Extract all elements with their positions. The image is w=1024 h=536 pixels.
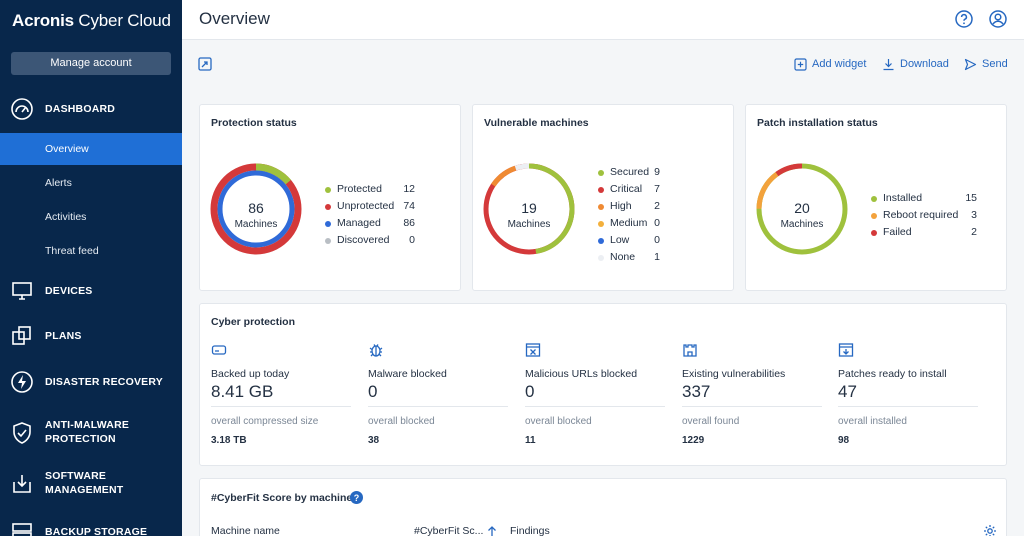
dashboard-gauge-icon xyxy=(11,98,33,120)
legend-item[interactable]: High 2 xyxy=(598,198,660,215)
expand-icon[interactable] xyxy=(198,57,212,71)
software-download-icon xyxy=(13,475,31,493)
patch-status-widget: Patch installation status 20 Machines In… xyxy=(745,104,1007,291)
legend-item[interactable]: Critical 7 xyxy=(598,181,660,198)
patch-status-center: 20 Machines xyxy=(780,200,824,230)
download-icon xyxy=(883,58,894,70)
nav-devices-label: DEVICES xyxy=(45,285,93,297)
svg-text:?: ? xyxy=(354,493,360,503)
patch-status-donut xyxy=(756,163,848,255)
main-content: Overview Add widget Download Send Protec… xyxy=(182,0,1024,536)
vulnerable-machines-title: Vulnerable machines xyxy=(484,117,589,129)
sidebar-item-activities[interactable]: Activities xyxy=(45,211,87,223)
nav-plans-label: PLANS xyxy=(45,330,82,342)
col-cyberfit-score[interactable]: #CyberFit Sc... xyxy=(414,525,484,536)
metric-backed-up-today: Backed up today 8.41 GB overall compress… xyxy=(211,342,351,446)
nav-anti-malware[interactable]: ANTI-MALWARE PROTECTION xyxy=(0,418,182,446)
legend-item[interactable]: Low 0 xyxy=(598,232,660,249)
blocked-url-icon xyxy=(525,343,541,357)
protection-status-center: 86 Machines xyxy=(234,200,278,230)
metric-patches-ready: Patches ready to install 47 overall inst… xyxy=(838,342,978,446)
patch-status-title: Patch installation status xyxy=(757,117,878,129)
protection-status-title: Protection status xyxy=(211,117,297,129)
page-title: Overview xyxy=(199,9,270,28)
vulnerable-machines-legend: Secured 9 Critical 7 High 2 Medium 0 Low 0 No… xyxy=(598,164,660,266)
nav-anti-malware-label: ANTI-MALWARE PROTECTION xyxy=(45,419,130,445)
shield-icon xyxy=(13,422,31,444)
nav-devices[interactable]: DEVICES xyxy=(0,279,182,303)
sidebar-item-overview[interactable]: Overview xyxy=(0,133,182,165)
sidebar: Acronis Cyber Cloud Manage account DASHB… xyxy=(0,0,182,536)
storage-icon xyxy=(12,523,32,536)
protection-status-legend: Protected 12 Unprotected 74 Managed 86 Disc… xyxy=(325,181,415,249)
sort-ascending-icon[interactable] xyxy=(487,526,497,536)
monitor-icon xyxy=(12,282,32,300)
col-findings[interactable]: Findings xyxy=(510,525,550,536)
nav-software-management-label: SOFTWARE MANAGEMENT xyxy=(45,470,124,496)
col-machine-name[interactable]: Machine name xyxy=(211,525,280,536)
protection-status-donut xyxy=(210,163,302,255)
backup-drive-icon xyxy=(211,345,227,355)
add-widget-button[interactable]: Add widget xyxy=(794,54,866,74)
nav-backup-storage-label: BACKUP STORAGE xyxy=(45,526,148,536)
plans-icon xyxy=(12,326,31,345)
vulnerable-machines-center: 19 Machines xyxy=(507,200,551,230)
legend-item[interactable]: Secured 9 xyxy=(598,164,660,181)
legend-item[interactable]: Protected 12 xyxy=(325,181,415,198)
legend-item[interactable]: Failed 2 xyxy=(871,224,977,241)
gear-icon[interactable] xyxy=(983,524,997,536)
legend-item[interactable]: Unprotected 74 xyxy=(325,198,415,215)
nav-dashboard-label: DASHBOARD xyxy=(45,103,116,115)
brand-logo[interactable]: Acronis Cyber Cloud xyxy=(12,11,171,30)
nav-plans[interactable]: PLANS xyxy=(0,324,182,348)
metric-malware-blocked: Malware blocked 0 overall blocked 38 xyxy=(368,342,508,446)
protection-status-widget: Protection status 86 Machines Protected 1… xyxy=(199,104,461,291)
nav-disaster-recovery-label: DISASTER RECOVERY xyxy=(45,376,163,388)
vulnerable-machines-widget: Vulnerable machines 19 Machines Secured 9… xyxy=(472,104,734,291)
info-icon[interactable]: ? xyxy=(350,491,363,504)
add-widget-icon xyxy=(794,57,807,71)
legend-item[interactable]: Managed 86 xyxy=(325,215,415,232)
cyber-protection-widget: Cyber protection Backed up today 8.41 GB… xyxy=(199,303,1007,466)
metric-existing-vulnerabilities: Existing vulnerabilities 337 overall fou… xyxy=(682,342,822,446)
download-button[interactable]: Download xyxy=(882,54,949,74)
patch-download-icon xyxy=(838,343,854,357)
cyber-protection-title: Cyber protection xyxy=(211,316,296,328)
legend-item[interactable]: Reboot required 3 xyxy=(871,207,977,224)
lightning-icon xyxy=(11,371,33,393)
cyberfit-widget: #CyberFit Score by machine ? Machine nam… xyxy=(199,478,1007,536)
legend-item[interactable]: None 1 xyxy=(598,249,660,266)
patch-status-legend: Installed 15 Reboot required 3 Failed 2 xyxy=(871,190,977,241)
toolbar: Add widget Download Send xyxy=(182,54,1024,74)
malware-bug-icon xyxy=(369,344,383,357)
legend-item[interactable]: Installed 15 xyxy=(871,190,977,207)
account-icon[interactable] xyxy=(988,9,1008,29)
cyberfit-title: #CyberFit Score by machine xyxy=(211,492,353,504)
vulnerable-machines-donut xyxy=(483,163,575,255)
metric-malicious-urls-blocked: Malicious URLs blocked 0 overall blocked… xyxy=(525,342,665,446)
header: Overview xyxy=(182,0,1024,40)
vulnerability-castle-icon xyxy=(683,344,697,357)
nav-dashboard[interactable]: DASHBOARD xyxy=(0,97,182,121)
sidebar-item-alerts[interactable]: Alerts xyxy=(45,177,72,189)
sidebar-item-threat-feed[interactable]: Threat feed xyxy=(45,245,99,257)
manage-account-button[interactable]: Manage account xyxy=(11,52,171,75)
help-icon[interactable] xyxy=(954,9,974,29)
legend-item[interactable]: Medium 0 xyxy=(598,215,660,232)
legend-item[interactable]: Discovered 0 xyxy=(325,232,415,249)
send-button[interactable]: Send xyxy=(964,54,1008,74)
nav-backup-storage[interactable]: BACKUP STORAGE xyxy=(0,520,182,536)
send-icon xyxy=(964,58,977,70)
nav-disaster-recovery[interactable]: DISASTER RECOVERY xyxy=(0,370,182,394)
nav-software-management[interactable]: SOFTWARE MANAGEMENT xyxy=(0,469,182,497)
